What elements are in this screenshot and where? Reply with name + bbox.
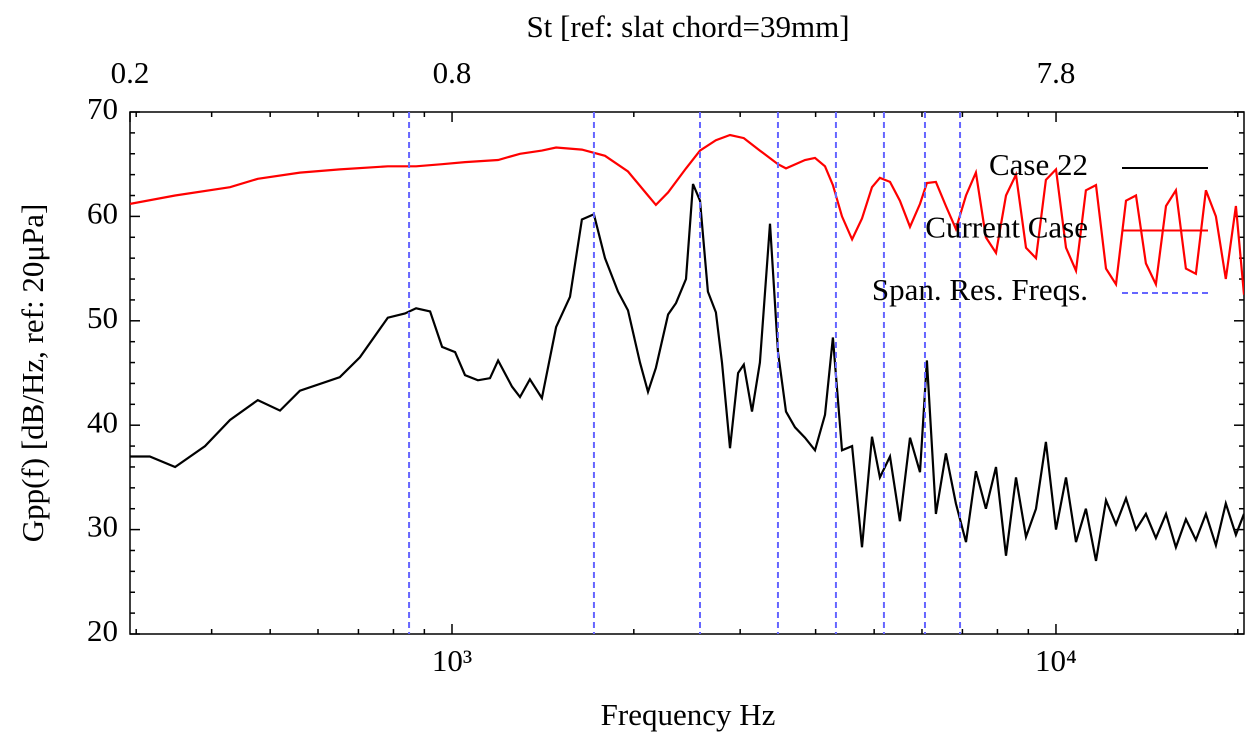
legend-label: Current Case [925, 210, 1088, 245]
x2-tick-label: 7.8 [1037, 55, 1076, 90]
top-axis-title: St [ref: slat chord=39mm] [526, 9, 849, 44]
y-tick-label: 20 [87, 613, 118, 648]
x-tick-label: 10³ [432, 643, 472, 678]
x-tick-label: 10⁴ [1035, 643, 1077, 678]
legend-label: Span. Res. Freqs. [872, 272, 1088, 307]
legend-label: Case 22 [989, 147, 1088, 182]
series-line [130, 133, 1244, 295]
x-axis-label: Frequency Hz [601, 697, 776, 732]
y-tick-label: 30 [87, 509, 118, 544]
x2-tick-label: 0.8 [433, 55, 472, 90]
y-axis-label: Gpp(f) [dB/Hz, ref: 20μPa] [15, 204, 50, 543]
x2-tick-label: 0.2 [111, 55, 150, 90]
y-tick-label: 70 [87, 91, 118, 126]
plot-frame [129, 111, 1245, 635]
y-tick-label: 40 [87, 404, 118, 439]
y-tick-label: 50 [87, 300, 118, 335]
y-tick-label: 60 [87, 196, 118, 231]
